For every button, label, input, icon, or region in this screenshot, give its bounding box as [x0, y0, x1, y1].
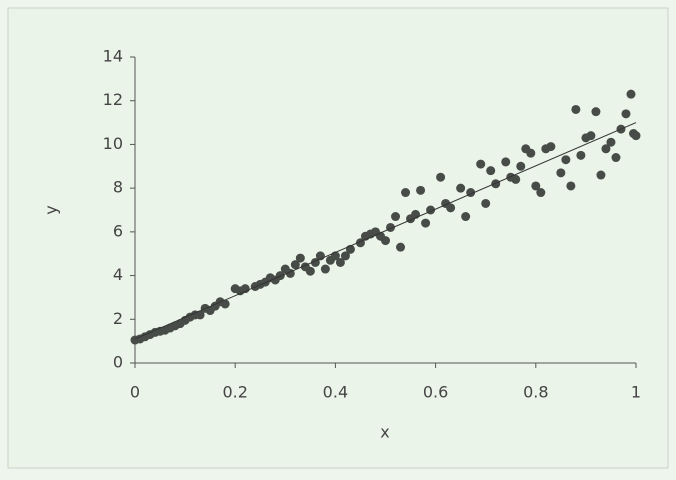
- x-tick-label: 0.8: [523, 383, 548, 402]
- point: [446, 203, 455, 212]
- point: [621, 109, 630, 118]
- y-tick-label: 10: [103, 134, 123, 153]
- point: [296, 254, 305, 263]
- point: [561, 155, 570, 164]
- point: [436, 173, 445, 182]
- y-tick-label: 8: [113, 178, 123, 197]
- y-tick-label: 14: [103, 47, 123, 66]
- point: [381, 236, 390, 245]
- y-tick-label: 2: [113, 309, 123, 328]
- point: [606, 138, 615, 147]
- point: [476, 160, 485, 169]
- point: [591, 107, 600, 116]
- point: [421, 219, 430, 228]
- x-tick-label: 0: [130, 383, 140, 402]
- point: [576, 151, 585, 160]
- point: [596, 171, 605, 180]
- y-tick-label: 6: [113, 221, 123, 240]
- point: [536, 188, 545, 197]
- x-tick-label: 0.4: [323, 383, 348, 402]
- point: [456, 184, 465, 193]
- chart: x y 0 2 4 6 8 10 12 14 0 0.2 0.4 0.6 0.8 1: [0, 0, 676, 476]
- point: [306, 267, 315, 276]
- point: [321, 265, 330, 274]
- x-tick-label: 0.2: [222, 383, 247, 402]
- point: [556, 168, 565, 177]
- y-axis-label: y: [42, 205, 61, 214]
- point: [516, 162, 525, 171]
- point: [571, 105, 580, 114]
- point: [586, 131, 595, 140]
- page: x y 0246810121400.20.40.60.81 (() => { c…: [0, 0, 676, 480]
- point: [629, 129, 638, 138]
- point: [491, 179, 500, 188]
- point: [461, 212, 470, 221]
- point: [486, 166, 495, 175]
- point: [501, 157, 510, 166]
- point: [391, 212, 400, 221]
- y-tick-label: 12: [103, 90, 123, 109]
- y-tick-label: 4: [113, 265, 123, 284]
- point: [396, 243, 405, 252]
- point: [481, 199, 490, 208]
- point: [566, 181, 575, 190]
- point: [611, 153, 620, 162]
- point: [526, 149, 535, 158]
- point: [401, 188, 410, 197]
- y-tick-label: 0: [113, 353, 123, 372]
- point: [626, 90, 635, 99]
- x-tick-label: 0.6: [423, 383, 448, 402]
- x-tick-label: 1: [631, 383, 641, 402]
- x-axis-label: x: [380, 423, 389, 442]
- point: [416, 186, 425, 195]
- point: [546, 142, 555, 151]
